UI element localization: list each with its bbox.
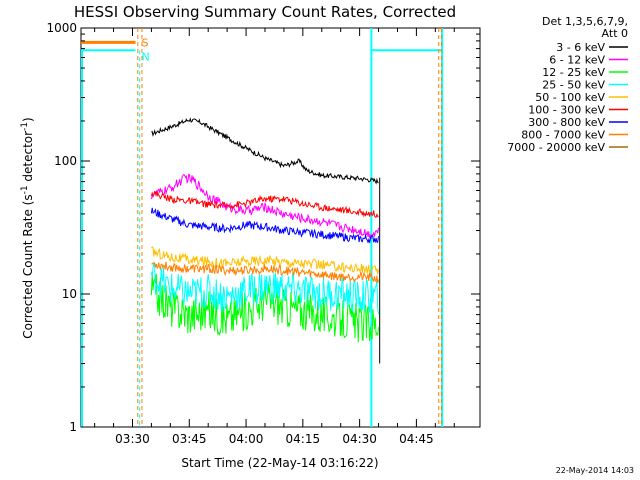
y-tick-label: 1000 <box>46 21 77 35</box>
plot-frame <box>80 27 481 428</box>
y-axis-title-sup2: -1 <box>20 122 30 131</box>
y-axis-title: Corrected Count Rate (s-1 detector-1) <box>20 117 35 338</box>
series-line <box>151 117 379 185</box>
series-line <box>150 189 379 218</box>
markers-layer: SN <box>81 28 444 427</box>
series-line <box>150 173 379 239</box>
x-tick-label: 04:15 <box>286 432 321 446</box>
legend-item-label: 25 - 50 keV <box>542 79 605 92</box>
series-group <box>150 117 381 364</box>
x-axis-title: Start Time (22-May-14 03:16:22) <box>181 456 378 470</box>
y-tick-label: 10 <box>62 287 77 301</box>
legend-item-label: 100 - 300 keV <box>528 104 605 117</box>
x-tick-label: 04:30 <box>342 432 377 446</box>
y-tick-label: 1 <box>69 420 77 434</box>
y-axis-title-sup1: -1 <box>20 185 30 194</box>
y-axis-title-end: ) <box>21 117 35 122</box>
y-axis-title-mid: detector <box>21 131 35 186</box>
timestamp: 22-May-2014 14:03 <box>556 466 634 475</box>
y-axis-title-main: Corrected Count Rate (s <box>21 194 35 338</box>
legend-item-label: 6 - 12 keV <box>549 54 605 67</box>
legend-item-label: 12 - 25 keV <box>542 66 605 79</box>
legend-item-label: 50 - 100 keV <box>535 91 605 104</box>
x-tick-label: 03:30 <box>115 432 150 446</box>
x-tick-label: 03:45 <box>172 432 207 446</box>
legend-item-label: 800 - 7000 keV <box>521 129 605 142</box>
series-line <box>150 246 379 275</box>
legend-item-label: 300 - 800 keV <box>528 116 605 129</box>
series-line <box>150 262 379 315</box>
series-layer <box>150 117 381 364</box>
series-line <box>150 207 379 244</box>
x-tick-label: 04:45 <box>399 432 434 446</box>
legend-item-label: 7000 - 20000 keV <box>507 141 605 154</box>
y-tick-label: 100 <box>54 154 77 168</box>
marker-s-label: S <box>142 36 149 49</box>
x-tick-label: 04:00 <box>229 432 264 446</box>
legend-item-label: 3 - 6 keV <box>556 41 605 54</box>
series-line <box>151 261 379 284</box>
legend-header-line2: Att 0 <box>602 27 628 40</box>
chart-title: HESSI Observing Summary Count Rates, Cor… <box>74 3 456 21</box>
marker-n-label: N <box>142 50 150 63</box>
legend-header-line1: Det 1,3,5,6,7,9, <box>542 15 628 28</box>
axis-layer: 03:30 03:45 04:00 04:15 04:30 04:45 1 10 100 1000 <box>46 21 480 446</box>
